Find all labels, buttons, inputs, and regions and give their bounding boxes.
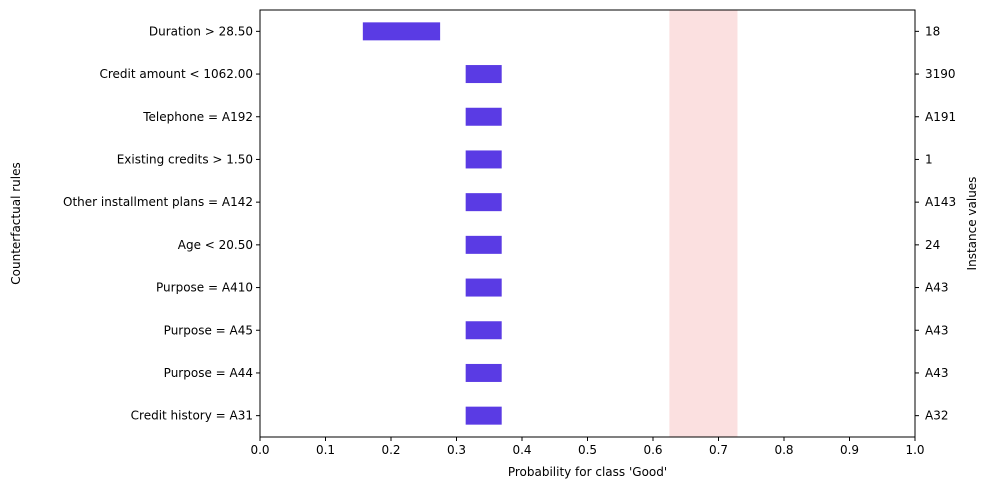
x-tick-label: 0.3 xyxy=(447,443,466,457)
rule-bar xyxy=(465,150,502,169)
instance-value-label: A43 xyxy=(925,366,948,380)
rule-bar xyxy=(465,406,502,425)
plot-frame xyxy=(259,9,916,438)
rule-label: Purpose = A44 xyxy=(164,366,253,380)
x-tick-label: 0.2 xyxy=(381,443,400,457)
rule-label: Telephone = A192 xyxy=(142,110,253,124)
rule-bar xyxy=(465,278,502,297)
instance-value-label: A191 xyxy=(925,110,956,124)
rule-label: Purpose = A45 xyxy=(164,323,253,337)
x-tick-label: 0.5 xyxy=(578,443,597,457)
x-tick-label: 0.9 xyxy=(840,443,859,457)
x-tick-label: 0.0 xyxy=(250,443,269,457)
x-tick-label: 0.4 xyxy=(512,443,531,457)
rule-label: Credit history = A31 xyxy=(131,409,253,423)
rule-label: Other installment plans = A142 xyxy=(63,195,253,209)
rule-bar xyxy=(465,363,502,382)
y-axis-label: Counterfactual rules xyxy=(9,162,23,284)
instance-value-label: A143 xyxy=(925,195,956,209)
rule-bar xyxy=(465,193,502,212)
instance-value-label: A43 xyxy=(925,281,948,295)
instance-value-label: 3190 xyxy=(925,67,956,81)
rule-label: Credit amount < 1062.00 xyxy=(99,67,253,81)
rule-label: Duration > 28.50 xyxy=(149,24,253,38)
rule-label: Purpose = A410 xyxy=(156,281,253,295)
rule-bar xyxy=(465,107,502,126)
x-axis-label: Probability for class 'Good' xyxy=(508,465,667,479)
x-tick-label: 0.7 xyxy=(709,443,728,457)
instance-value-label: A43 xyxy=(925,323,948,337)
rule-label: Existing credits > 1.50 xyxy=(117,152,253,166)
instance-value-label: A32 xyxy=(925,409,948,423)
reference-band xyxy=(669,10,738,437)
x-tick-label: 0.8 xyxy=(774,443,793,457)
instance-value-label: 24 xyxy=(925,238,940,252)
x-tick-label: 0.1 xyxy=(316,443,335,457)
rule-bar xyxy=(362,22,441,41)
rule-bar xyxy=(465,65,502,84)
rule-bar xyxy=(465,235,502,254)
x-tick-label: 0.6 xyxy=(643,443,662,457)
instance-value-label: 18 xyxy=(925,24,940,38)
x-tick-label: 1.0 xyxy=(905,443,924,457)
y2-axis-label: Instance values xyxy=(965,177,979,271)
instance-value-label: 1 xyxy=(925,152,933,166)
rule-label: Age < 20.50 xyxy=(178,238,253,252)
rule-bar xyxy=(465,321,502,340)
